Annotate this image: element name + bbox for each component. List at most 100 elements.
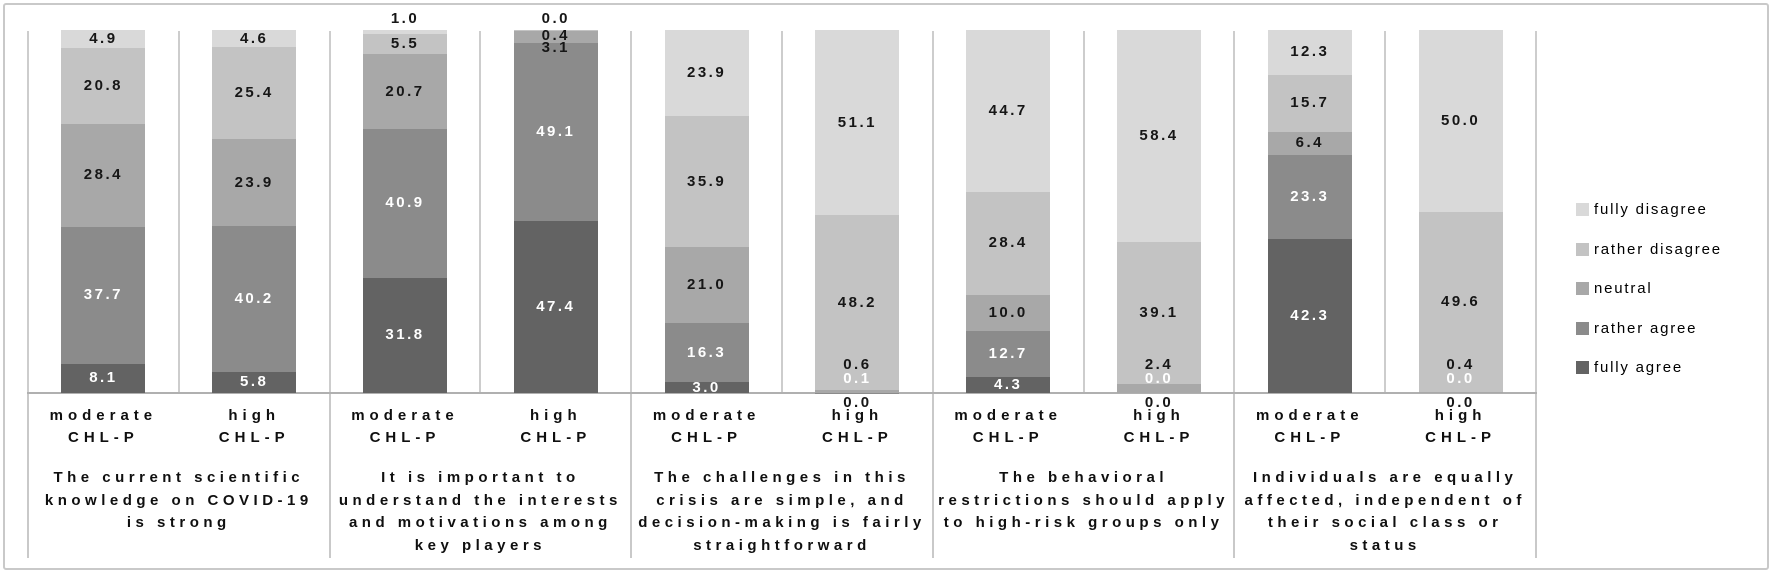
group-title: It is important to understand the intere… — [338, 469, 622, 554]
bar-segment-label: 2.4 — [1144, 356, 1174, 373]
bar-segment-label: 0.0 — [1144, 394, 1174, 411]
axis-tick-label: moderate CHL-P — [351, 407, 459, 446]
category-separator-line — [1233, 31, 1236, 392]
legend-item: fully disagree — [1576, 190, 1722, 230]
group-boundary-line — [328, 393, 331, 558]
bar-segment-fully-disagree — [212, 30, 297, 48]
bar-segment-fully-disagree — [1267, 30, 1352, 75]
bar-segment-label: 20.7 — [385, 82, 425, 100]
bar-segment-fully-disagree — [815, 30, 900, 216]
category-separator-line — [931, 31, 934, 392]
legend-label: rather agree — [1594, 319, 1698, 337]
bar-segment-fully-agree — [61, 363, 146, 393]
category-separator-line — [781, 31, 783, 392]
bar-segment-label: 23.3 — [1290, 188, 1330, 206]
bar-segment-rather-disagree — [664, 116, 749, 247]
bar-segment-label: 0.6 — [843, 356, 872, 373]
legend-item: fully agree — [1576, 348, 1722, 388]
legend-item: neutral — [1576, 269, 1722, 309]
bar-segment-rather-disagree — [212, 47, 297, 140]
bar-segment-rather-agree — [61, 226, 146, 364]
legend-item: rather disagree — [1576, 230, 1722, 270]
legend-item: rather agree — [1576, 309, 1722, 349]
bar-segment-label: 28.4 — [83, 166, 123, 184]
bar-segment-label: 0.0 — [541, 10, 570, 27]
bar-segment-neutral — [212, 139, 297, 226]
group-boundary-line — [1233, 393, 1236, 558]
bar-segment-label: 15.7 — [1290, 94, 1330, 112]
group-boundary-line — [27, 393, 29, 558]
bar-segment-rather-disagree — [1267, 74, 1352, 132]
category-separator-line — [328, 31, 331, 392]
legend-swatch-icon — [1576, 242, 1589, 256]
bar-segment-label: 0.0 — [1144, 370, 1174, 387]
bar-segment-fully-agree — [212, 371, 297, 393]
bar-segment-neutral — [815, 390, 900, 393]
category-separator-line — [1535, 31, 1537, 392]
bar-segment-label: 40.9 — [385, 194, 425, 212]
group-boundary-line — [1535, 393, 1537, 558]
bar-segment-label: 40.2 — [234, 289, 274, 307]
bar-segment-rather-agree — [363, 129, 447, 278]
bar-segment-label: 51.1 — [837, 113, 877, 131]
legend: fully disagree rather disagree neutral rath… — [1576, 190, 1722, 388]
bar-segment-rather-agree — [1267, 154, 1352, 240]
bar-segment-fully-agree — [1267, 239, 1352, 393]
bar-segment-label: 0.4 — [1446, 356, 1475, 373]
legend-swatch-icon — [1576, 203, 1589, 217]
bar-segment-label: 12.3 — [1290, 43, 1330, 61]
group-boundary-line — [630, 393, 633, 558]
category-separator-line — [479, 31, 482, 392]
bar-segment-rather-agree — [966, 331, 1051, 378]
bar-segment-label: 35.9 — [686, 172, 727, 190]
bar-segment-rather-disagree — [815, 215, 900, 391]
bar-segment-label: 25.4 — [234, 84, 274, 102]
bar-segment-label: 1.0 — [390, 10, 420, 28]
bar-segment-label: 0.0 — [843, 394, 872, 411]
category-separator-line — [27, 31, 29, 392]
bar-segment-fully-disagree — [1418, 30, 1503, 212]
bar-segment-neutral — [966, 294, 1051, 332]
bar-segment-rather-disagree — [513, 30, 598, 32]
bar-segment-label: 49.1 — [536, 122, 576, 140]
bar-segment-label: 0.0 — [1446, 394, 1475, 411]
bar-segment-rather-agree — [212, 226, 297, 372]
bar-segment-label: 47.4 — [536, 297, 576, 315]
bar-segment-neutral — [363, 53, 447, 130]
bar-segment-label: 28.4 — [988, 234, 1028, 252]
bar-segment-label: 4.9 — [89, 30, 118, 48]
bar-segment-neutral — [664, 246, 749, 323]
bar-segment-neutral — [61, 123, 146, 227]
bar-segment-rather-disagree — [966, 191, 1051, 295]
group-title: The current scientific knowledge on COVI… — [44, 469, 313, 531]
category-axis-line — [27, 392, 1537, 394]
bar-segment-rather-disagree — [1418, 211, 1503, 392]
bar-segment-fully-agree — [363, 277, 447, 393]
legend-label: rather disagree — [1594, 240, 1722, 258]
bar-segment-label: 12.7 — [988, 345, 1028, 363]
axis-tick-label: high CHL-P — [1123, 407, 1195, 446]
bar-segment-label: 0.1 — [843, 370, 872, 387]
bar-segment-label: 58.4 — [1139, 127, 1179, 145]
legend-label: fully agree — [1594, 359, 1684, 377]
bar-segment-fully-agree — [966, 377, 1051, 393]
bar-segment-fully-disagree — [61, 30, 146, 49]
axis-tick-label: moderate CHL-P — [652, 407, 761, 446]
category-separator-line — [1082, 31, 1085, 392]
bar-segment-label: 4.6 — [240, 29, 269, 47]
axis-tick-label: high CHL-P — [1425, 407, 1496, 446]
bar-segment-label: 10.0 — [988, 304, 1028, 322]
bar-segment-label: 0.4 — [541, 27, 570, 44]
axis-tick-label: high CHL-P — [218, 407, 290, 446]
axis-tick-label: moderate CHL-P — [49, 407, 158, 446]
bar-segment-label: 3.1 — [541, 39, 570, 56]
bar-segment-label: 16.3 — [686, 343, 727, 361]
group-title: Individuals are equally affected, indepe… — [1244, 469, 1526, 554]
category-separator-line — [630, 31, 633, 392]
category-separator-line — [1384, 31, 1387, 392]
chart-frame-border — [3, 3, 1769, 570]
bar-segment-label: 31.8 — [385, 326, 425, 344]
bar-segment-rather-agree — [513, 42, 598, 221]
